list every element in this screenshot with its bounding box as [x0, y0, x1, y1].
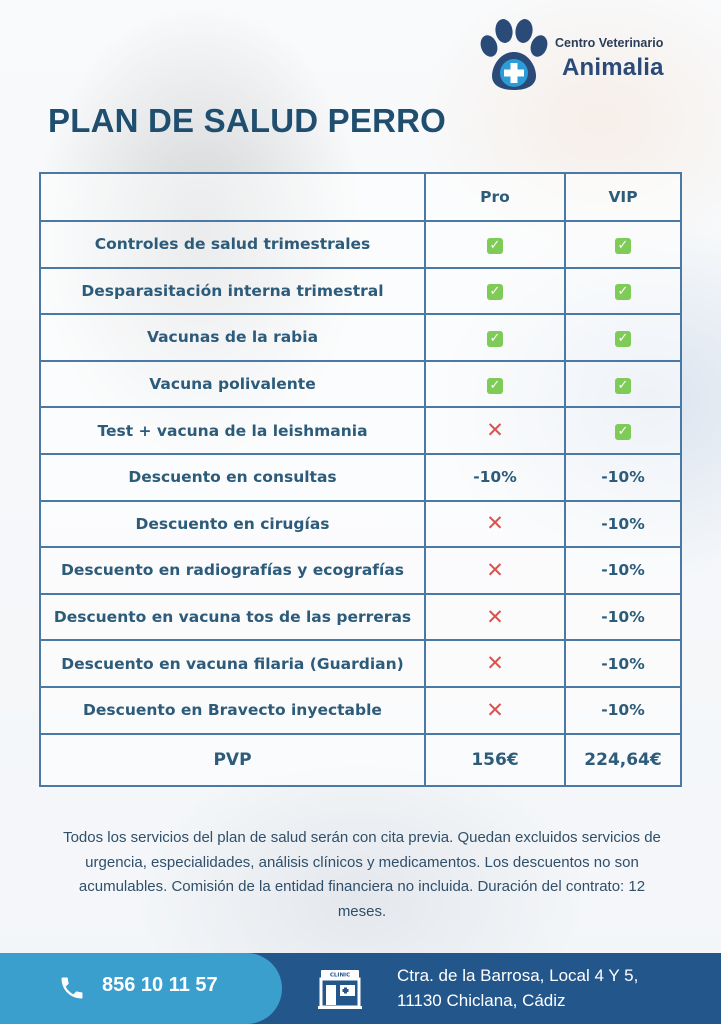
vip-check: ✓ [564, 266, 682, 316]
check-icon: ✓ [487, 377, 503, 394]
page-title: PLAN DE SALUD PERRO [48, 102, 446, 139]
check-icon: ✓ [615, 330, 631, 347]
feature-label: Descuento en cirugías [39, 499, 426, 549]
phone-number: 856 10 11 57 [102, 974, 218, 996]
check-icon: ✓ [487, 237, 503, 254]
brand-name: Animalia [562, 54, 664, 81]
table-row: Desparasitación interna trimestral ✓ ✓ [39, 266, 682, 316]
pro-cross: ✕ [424, 639, 566, 688]
check-icon: ✓ [615, 237, 631, 254]
vip-value: -10% [564, 592, 682, 642]
vip-value: -10% [564, 546, 682, 595]
check-icon: ✓ [487, 330, 503, 347]
plan-comparison-table: Pro VIP Controles de salud trimestrales ✓… [39, 172, 682, 787]
price-label: PVP [39, 732, 426, 787]
header-feature [39, 172, 426, 222]
vip-value: -10% [564, 499, 682, 549]
paw-cross-icon [480, 19, 548, 90]
phone-icon [61, 977, 83, 999]
table-row: Controles de salud trimestrales ✓ ✓ [39, 220, 682, 269]
table-row: Descuento en vacuna tos de las perreras ✕… [39, 592, 682, 642]
terms-note: Todos los servicios del plan de salud se… [63, 829, 661, 920]
address: Ctra. de la Barrosa, Local 4 Y 5, 11130 … [397, 963, 638, 1013]
vip-value: -10% [564, 452, 682, 502]
pro-cross: ✕ [424, 685, 566, 735]
logo: Centro Veterinario Animalia [478, 18, 708, 92]
table-row: Descuento en Bravecto inyectable ✕ -10% [39, 685, 682, 735]
vip-value: -10% [564, 685, 682, 735]
pro-check: ✓ [424, 266, 566, 316]
table-row: Descuento en radiografías y ecografías ✕ -… [39, 546, 682, 595]
clinic-building-icon: CLINIC [318, 970, 362, 1009]
brand-line1: Centro Veterinario [555, 36, 664, 50]
table-row: Vacuna polivalente ✓ ✓ [39, 359, 682, 409]
cross-icon: ✕ [486, 418, 504, 443]
pro-cross: ✕ [424, 499, 566, 549]
feature-label: Test + vacuna de la leishmania [39, 406, 426, 455]
feature-label: Descuento en vacuna filaria (Guardian) [39, 639, 426, 688]
phone-pill[interactable]: 856 10 11 57 [0, 953, 282, 1024]
address-line1: Ctra. de la Barrosa, Local 4 Y 5, [397, 966, 639, 985]
table-header-row: Pro VIP [39, 172, 682, 222]
vip-check: ✓ [564, 406, 682, 455]
table-row: Vacunas de la rabia ✓ ✓ [39, 313, 682, 362]
pro-cross: ✕ [424, 592, 566, 642]
feature-label: Descuento en Bravecto inyectable [39, 685, 426, 735]
clinic-sign-text: CLINIC [330, 973, 350, 979]
table-row: Descuento en cirugías ✕ -10% [39, 499, 682, 549]
pro-check: ✓ [424, 359, 566, 409]
cross-icon: ✕ [486, 557, 504, 582]
price-vip: 224,64€ [564, 732, 682, 787]
table-row: Descuento en vacuna filaria (Guardian) ✕ -… [39, 639, 682, 688]
table-row: Descuento en consultas -10% -10% [39, 452, 682, 502]
check-icon: ✓ [615, 284, 631, 301]
feature-label: Desparasitación interna trimestral [39, 266, 426, 316]
feature-label: Descuento en radiografías y ecografías [39, 546, 426, 595]
check-icon: ✓ [615, 377, 631, 394]
pro-value: -10% [424, 452, 566, 502]
cross-icon: ✕ [486, 511, 504, 536]
check-icon: ✓ [487, 284, 503, 301]
pro-check: ✓ [424, 313, 566, 362]
vip-check: ✓ [564, 359, 682, 409]
pro-cross: ✕ [424, 406, 566, 455]
vip-check: ✓ [564, 220, 682, 269]
feature-label: Vacuna polivalente [39, 359, 426, 409]
feature-label: Vacunas de la rabia [39, 313, 426, 362]
check-icon: ✓ [615, 424, 631, 441]
feature-label: Descuento en consultas [39, 452, 426, 502]
pro-check: ✓ [424, 220, 566, 269]
price-row: PVP 156€ 224,64€ [39, 732, 682, 787]
address-line2: 11130 Chiclana, Cádiz [397, 991, 566, 1010]
header-vip: VIP [564, 172, 682, 222]
vip-check: ✓ [564, 313, 682, 362]
price-pro: 156€ [424, 732, 566, 787]
vip-value: -10% [564, 639, 682, 688]
feature-label: Descuento en vacuna tos de las perreras [39, 592, 426, 642]
cross-icon: ✕ [486, 604, 504, 629]
header-pro: Pro [424, 172, 566, 222]
pro-cross: ✕ [424, 546, 566, 595]
cross-icon: ✕ [486, 697, 504, 722]
footer-bar: 856 10 11 57 CLINIC Ctra. de la Barrosa,… [0, 953, 721, 1024]
cross-icon: ✕ [486, 651, 504, 676]
table-body: Controles de salud trimestrales ✓ ✓ Despara… [39, 220, 682, 787]
table-row: Test + vacuna de la leishmania ✕ ✓ [39, 406, 682, 455]
feature-label: Controles de salud trimestrales [39, 220, 426, 269]
